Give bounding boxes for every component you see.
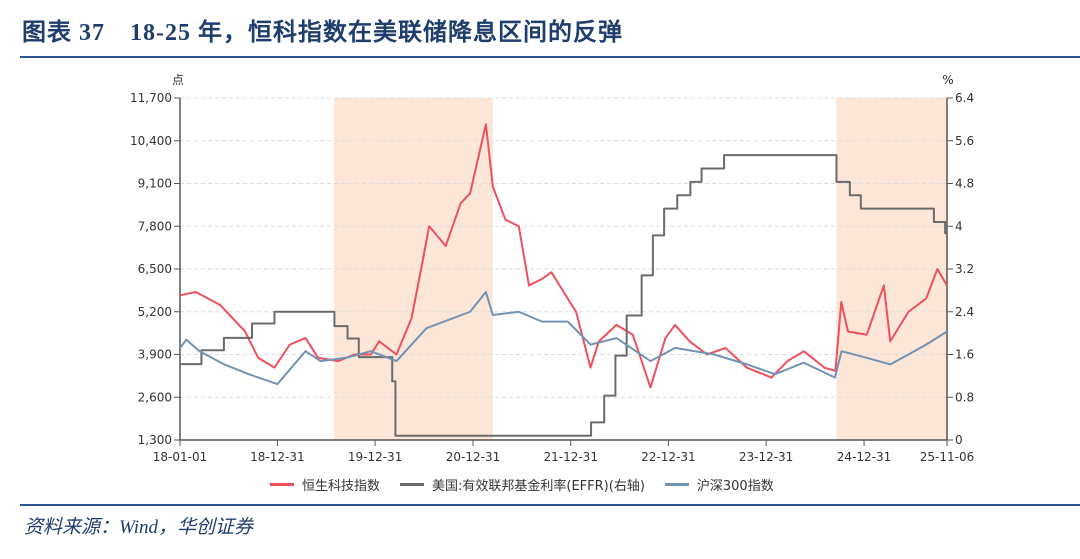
y-tick-label-left: 7,800 xyxy=(138,219,172,233)
x-tick-label: 21-12-31 xyxy=(543,450,597,464)
y-tick-label-right: 2.4 xyxy=(955,305,974,319)
legend-label: 美国:有效联邦基金利率(EFFR)(右轴) xyxy=(432,479,645,494)
y-tick-label-right: 4.8 xyxy=(955,177,974,191)
chart: 1,300 2,600 3,900 5,200 6,500 7,800 9,100 10,40… xyxy=(130,73,974,464)
y-tick-label-left: 3,900 xyxy=(138,348,172,362)
legend-swatch xyxy=(400,483,425,486)
y-tick-label-right: 6.4 xyxy=(955,91,974,105)
y-tick-label-right: 3.2 xyxy=(955,262,974,276)
y-tick-label-right: 0 xyxy=(955,433,963,447)
right-axis-unit: % xyxy=(942,73,953,87)
legend-label: 沪深300指数 xyxy=(696,479,774,494)
y-tick-label-left: 9,100 xyxy=(138,177,172,191)
left-axis-unit: 点 xyxy=(172,73,184,87)
y-tick-label-right: 0.8 xyxy=(955,390,974,404)
series-line-2 xyxy=(179,291,948,386)
y-tick-label-right: 1.6 xyxy=(955,348,974,362)
y-tick-label-right: 4 xyxy=(955,219,963,233)
y-tick-label-left: 5,200 xyxy=(138,305,172,319)
x-tick-label: 23-12-31 xyxy=(739,450,793,464)
legend-swatch xyxy=(664,483,689,486)
x-tick-label: 18-01-01 xyxy=(153,450,207,464)
y-tick-label-left: 1,300 xyxy=(138,433,172,447)
legend-item-csi300: 沪深300指数 xyxy=(664,475,774,494)
x-tick-label: 22-12-31 xyxy=(641,450,695,464)
x-tick-label: 20-12-31 xyxy=(446,450,500,464)
series-line-0 xyxy=(179,123,948,389)
chart-title: 图表 37 18-25 年，恒科指数在美联储降息区间的反弹 xyxy=(22,20,623,46)
legend: 恒生科技指数 美国:有效联邦基金利率(EFFR)(右轴) 沪深300指数 xyxy=(270,475,774,494)
legend-item-effr: 美国:有效联邦基金利率(EFFR)(右轴) xyxy=(400,475,645,494)
legend-label: 恒生科技指数 xyxy=(302,479,381,494)
source-note: 资料来源：Wind，华创证券 xyxy=(24,517,254,538)
series-line-1 xyxy=(180,154,947,437)
y-tick-label-left: 11,700 xyxy=(130,91,172,105)
x-tick-label: 18-12-31 xyxy=(250,450,304,464)
footer-divider xyxy=(20,504,1080,506)
legend-item-hstech: 恒生科技指数 xyxy=(270,475,380,494)
legend-swatch xyxy=(270,483,294,486)
y-tick-label-right: 5.6 xyxy=(955,134,974,148)
x-tick-label: 19-12-31 xyxy=(348,450,402,464)
y-tick-label-left: 10,400 xyxy=(130,134,172,148)
y-tick-label-left: 2,600 xyxy=(138,390,172,404)
header-divider xyxy=(20,56,1080,58)
y-tick-label-left: 6,500 xyxy=(138,262,172,276)
x-tick-label: 24-12-31 xyxy=(837,450,891,464)
x-tick-label: 25-11-06 xyxy=(920,450,974,464)
